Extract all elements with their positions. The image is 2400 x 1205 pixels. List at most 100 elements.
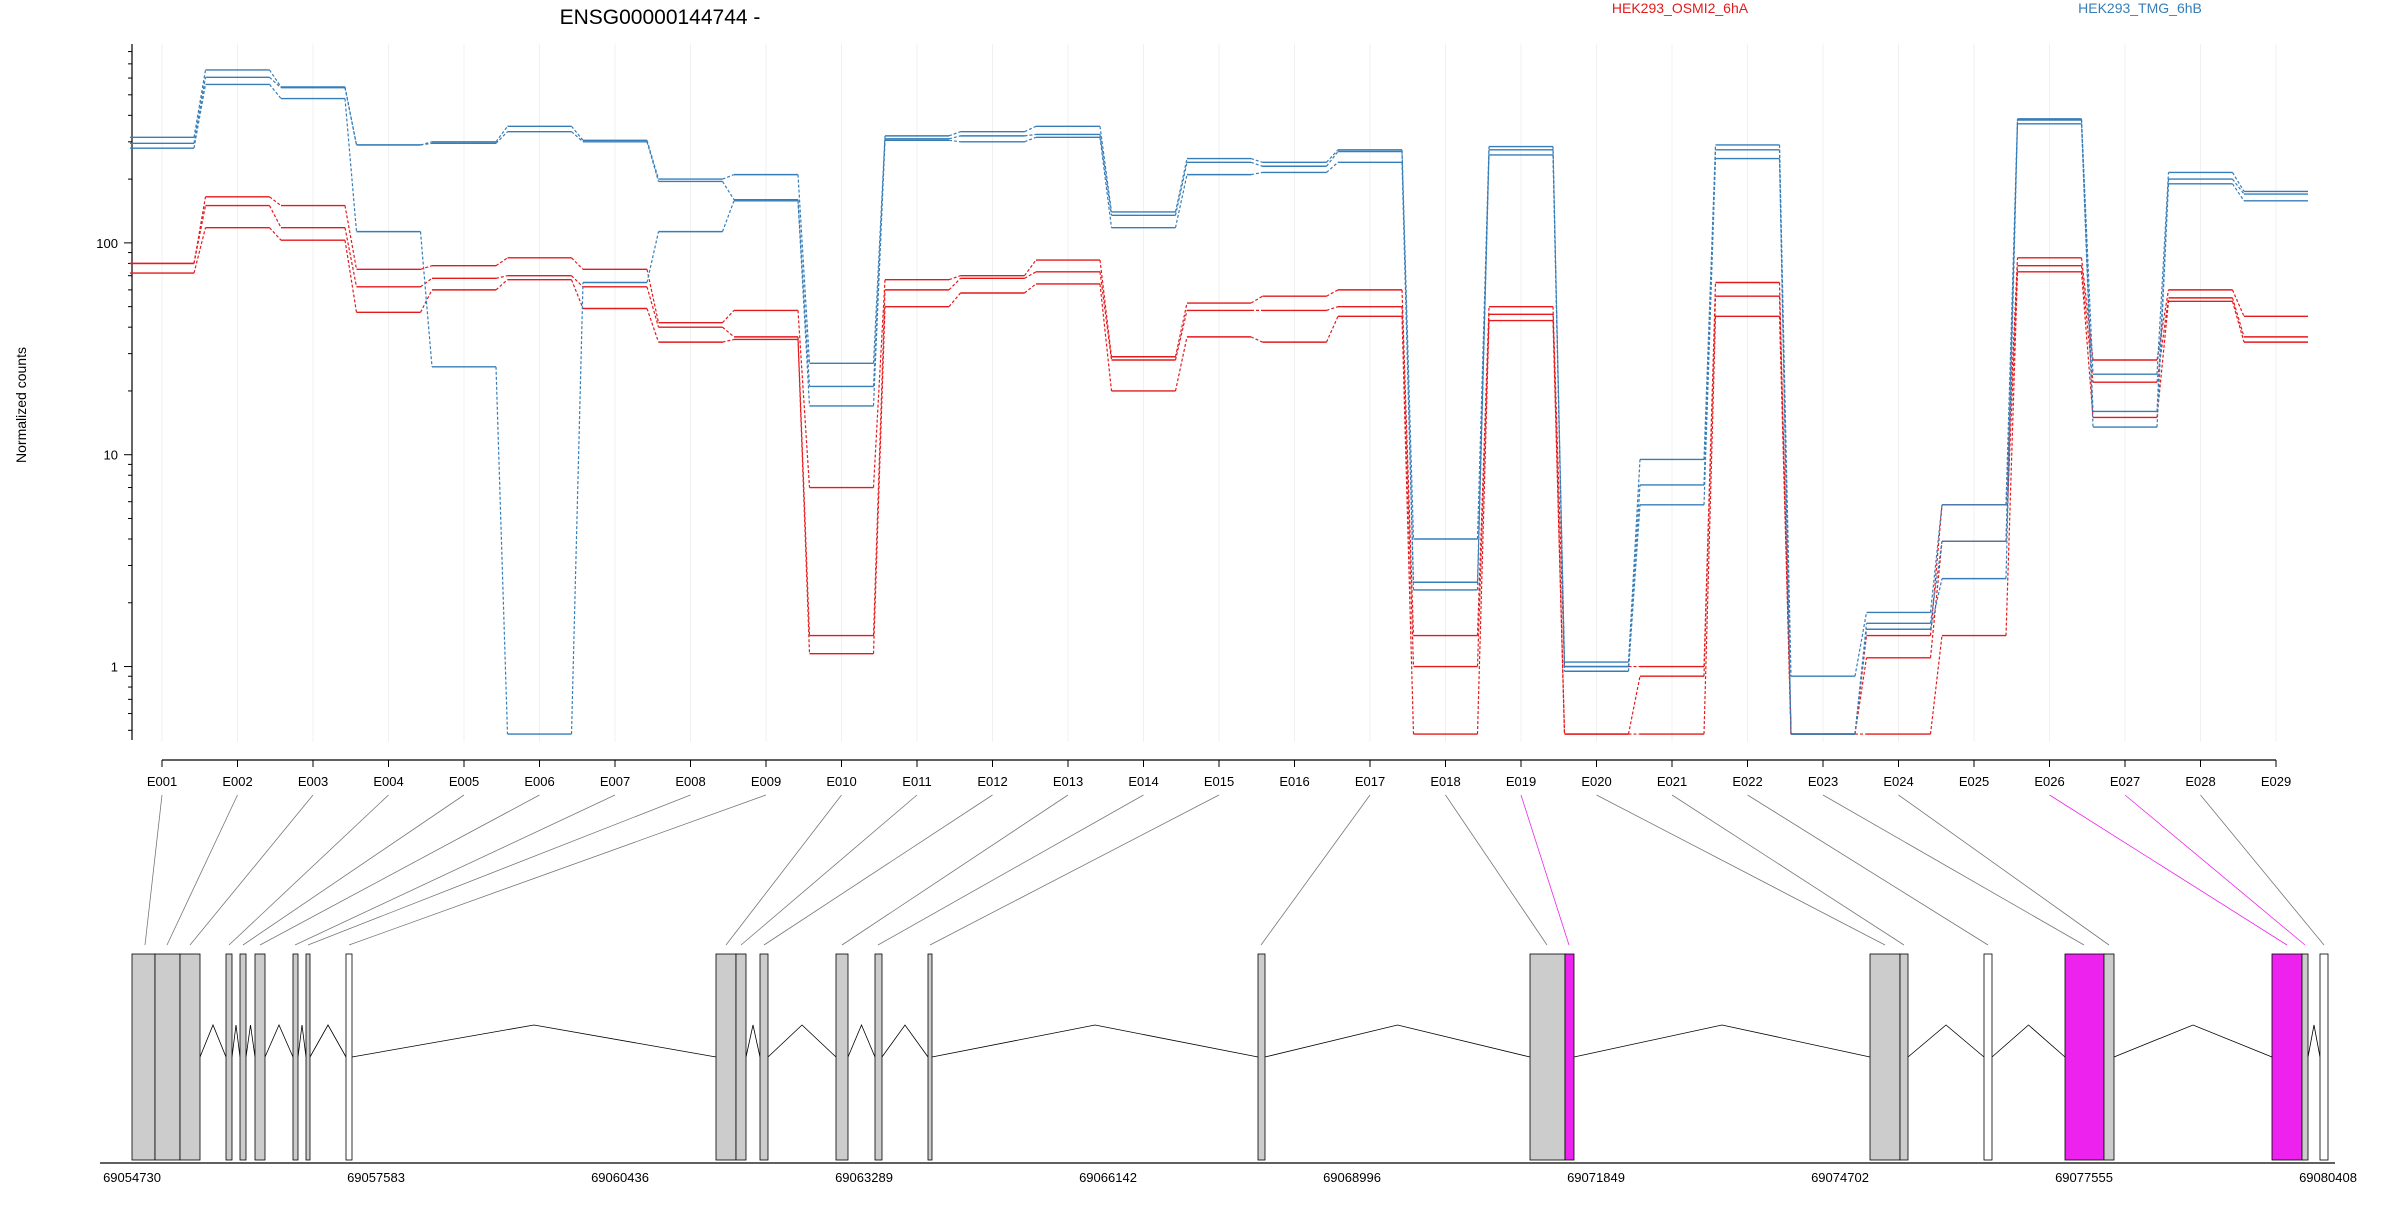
series-connector — [193, 77, 207, 144]
series-connector — [872, 306, 886, 654]
series-connector — [420, 277, 433, 288]
series-connector — [1854, 629, 1868, 735]
exon — [1899, 953, 1909, 1161]
series-connector — [1778, 149, 1792, 735]
series-connector — [872, 135, 886, 364]
x-tick-label: E001 — [147, 774, 177, 789]
series-connector — [269, 76, 282, 89]
intron — [881, 1024, 929, 1058]
x-tick-label: E017 — [1355, 774, 1385, 789]
series-connector — [344, 98, 358, 232]
series-connector — [420, 265, 433, 270]
series-connector — [2232, 178, 2245, 195]
series-connector — [269, 227, 282, 241]
series-connector — [570, 279, 584, 309]
series-connector — [1401, 162, 1415, 590]
genomic-tick-label: 69060436 — [591, 1170, 649, 1185]
intron — [231, 1024, 241, 1058]
series-connector — [1326, 151, 1339, 167]
x-tick-label: E027 — [2110, 774, 2140, 789]
series-connector — [722, 338, 735, 343]
x-tick-label: E015 — [1204, 774, 1234, 789]
intron — [264, 1024, 294, 1058]
series-connector — [1929, 635, 1943, 735]
exon-connector — [2200, 794, 2325, 946]
legend-label-osmi2: HEK293_OSMI2_6hA — [1612, 0, 1749, 16]
exon — [735, 953, 747, 1161]
series-2 — [130, 226, 2308, 735]
x-tick-label: E016 — [1279, 774, 1309, 789]
series-connector — [419, 289, 433, 313]
series-connector — [1250, 171, 1263, 176]
series-connector — [495, 131, 508, 144]
genomic-tick-label: 69054730 — [103, 1170, 161, 1185]
series-connector — [2080, 271, 2094, 418]
series-connector — [1250, 158, 1263, 163]
series-connector — [193, 84, 207, 149]
exon-connector — [294, 794, 616, 946]
series-connector — [268, 205, 282, 228]
series-connector — [193, 205, 207, 264]
genomic-tick-label: 69080408 — [2299, 1170, 2357, 1185]
series-connector — [570, 282, 584, 735]
series-connector — [721, 181, 735, 200]
gene-model: 69054730 69057583 69060436 69063289 69066142… — [100, 953, 2357, 1185]
series-connector — [1325, 316, 1339, 343]
series-connector — [2156, 297, 2170, 383]
genomic-tick-label: 69066142 — [1079, 1170, 1137, 1185]
genomic-tick-label: 69074702 — [1811, 1170, 1869, 1185]
exon — [759, 953, 769, 1161]
series-connector — [1024, 125, 1037, 133]
exon — [225, 953, 233, 1161]
exon-connector — [841, 794, 1069, 946]
series-connector — [269, 69, 282, 88]
exon — [927, 953, 933, 1161]
series-connector — [419, 231, 433, 367]
series-connector — [1703, 296, 1717, 677]
series-5 — [130, 83, 2308, 735]
series-connector — [1099, 283, 1113, 392]
series-connector — [2005, 120, 2019, 542]
series-connector — [1099, 271, 1113, 361]
x-tick-label: E009 — [751, 774, 781, 789]
y-tick-label: 1 — [111, 660, 118, 675]
x-tick-label: E007 — [600, 774, 630, 789]
series-connector — [1929, 578, 1943, 630]
series-connector — [721, 200, 735, 232]
genomic-tick-label: 69057583 — [347, 1170, 405, 1185]
exon-connector — [725, 794, 842, 946]
exon-connector — [144, 794, 163, 946]
series-connector — [2232, 183, 2245, 202]
series-connector — [1627, 676, 1641, 735]
series-connector — [269, 196, 282, 207]
x-tick-label: E028 — [2185, 774, 2215, 789]
intron — [745, 1024, 761, 1058]
exon-connector — [1596, 794, 1886, 946]
exon — [131, 953, 156, 1161]
exon — [305, 953, 311, 1161]
exon-connector — [348, 794, 767, 946]
series-connector — [1854, 635, 1868, 735]
series-connector — [1627, 504, 1641, 672]
series-connector — [344, 205, 358, 270]
series-connector — [2231, 301, 2245, 343]
series-connector — [1024, 133, 1037, 137]
series-connector — [2156, 183, 2170, 428]
series-connector — [1024, 136, 1037, 143]
series-connector — [2080, 123, 2094, 428]
series-connector — [1250, 161, 1263, 167]
series-connector — [193, 69, 207, 138]
series-connector — [1476, 320, 1490, 735]
x-tick-label: E014 — [1128, 774, 1158, 789]
series-connector — [797, 339, 811, 654]
exon — [179, 953, 201, 1161]
series-connector — [344, 227, 358, 287]
intron — [245, 1024, 256, 1058]
series-connector — [1174, 310, 1188, 361]
series-connector — [646, 231, 660, 283]
exon-connectors — [144, 794, 2325, 946]
series-connector — [571, 257, 584, 270]
exon — [2319, 953, 2329, 1161]
x-tick-label: E018 — [1430, 774, 1460, 789]
